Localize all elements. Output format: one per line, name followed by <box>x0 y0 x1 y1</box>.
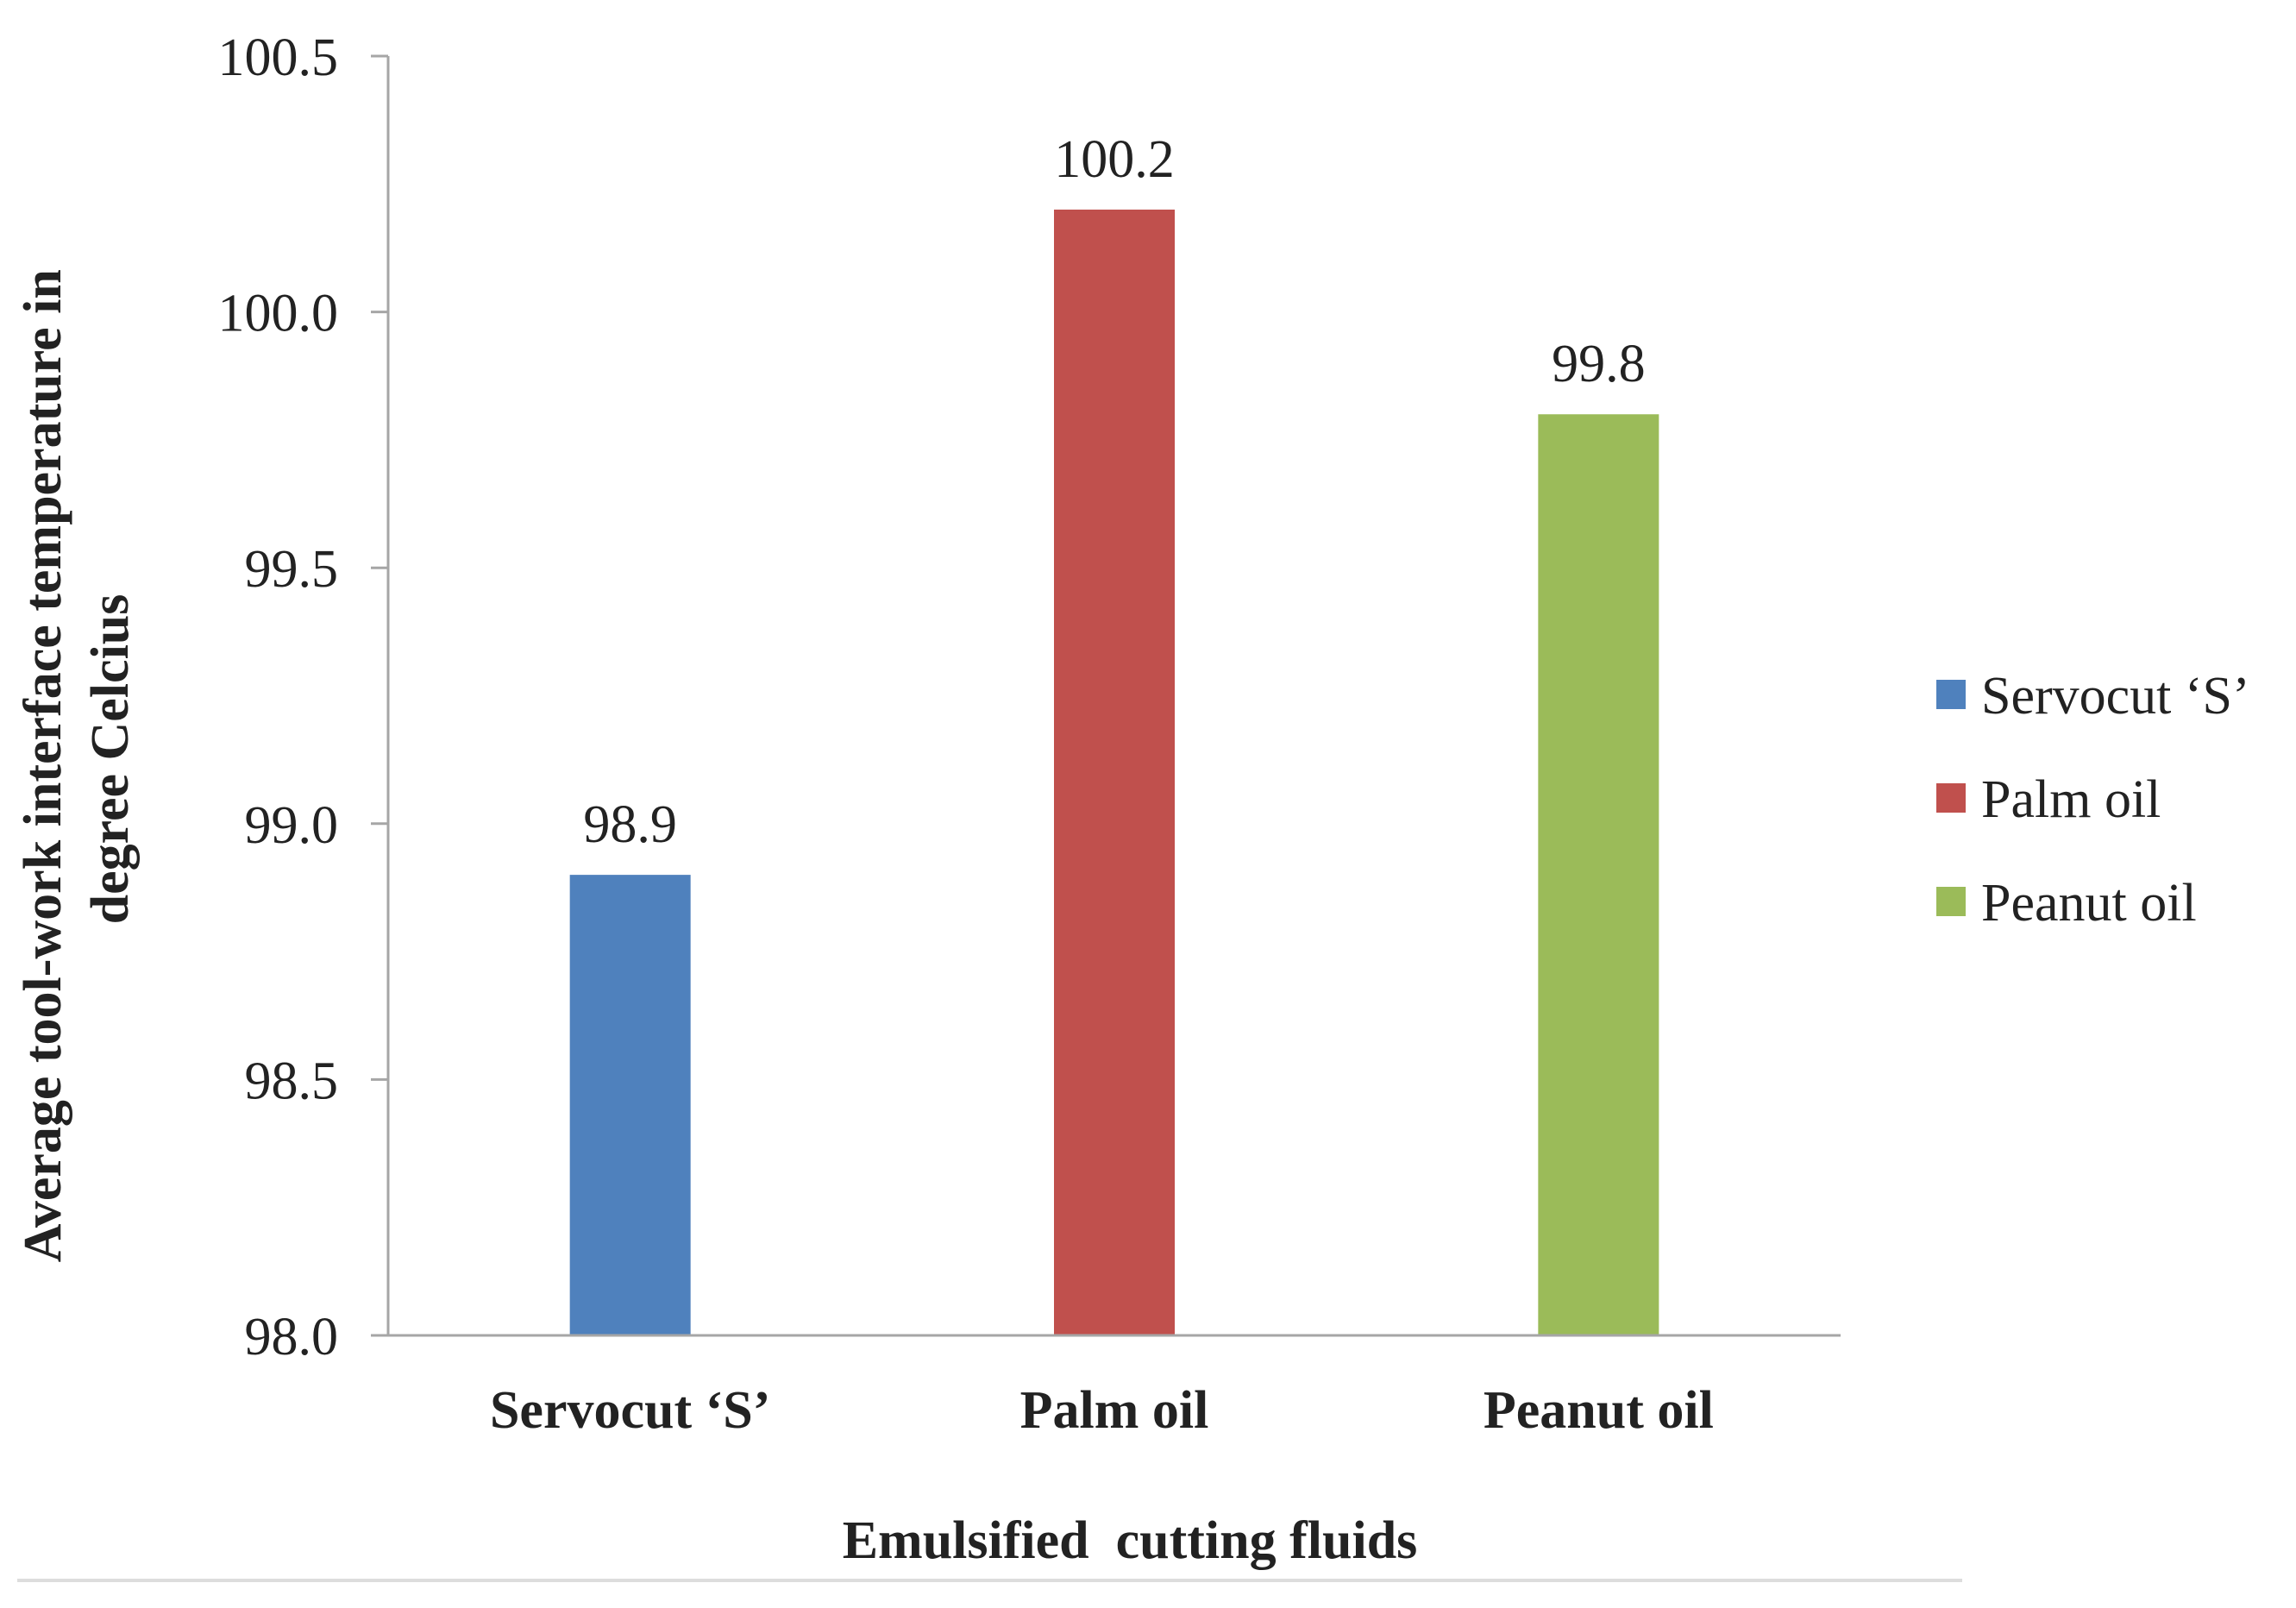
y-axis-title-line-2: degree Celcius <box>81 594 140 925</box>
y-axis-title: Average tool-work interface temperature … <box>14 256 140 1263</box>
y-tick-label: 99.5 <box>245 540 339 599</box>
legend-label: Peanut oil <box>1981 874 2197 933</box>
y-tick-label: 100.5 <box>218 28 339 87</box>
legend: Servocut ‘S’ Palm oil Peanut oil <box>1936 667 2250 933</box>
legend-swatch <box>1936 887 1966 916</box>
x-category-label: Peanut oil <box>1484 1381 1714 1440</box>
bars <box>569 209 1659 1336</box>
bar <box>1054 209 1175 1336</box>
x-axis-category-labels: Servocut ‘S’ Palm oil Peanut oil <box>490 1381 1714 1440</box>
x-category-label: Servocut ‘S’ <box>490 1381 770 1440</box>
legend-swatch <box>1936 783 1966 813</box>
y-axis-ticks: 98.0 98.5 99.0 99.5 100.0 100.5 <box>218 28 388 1366</box>
data-labels: 98.9 100.2 99.8 <box>583 130 1645 854</box>
bar <box>1538 414 1659 1335</box>
x-category-label: Palm oil <box>1020 1381 1209 1440</box>
legend-label: Servocut ‘S’ <box>1981 667 2250 725</box>
legend-swatch <box>1936 680 1966 709</box>
y-tick-label: 99.0 <box>245 796 339 855</box>
data-label: 98.9 <box>583 795 677 854</box>
data-label: 100.2 <box>1054 130 1175 189</box>
bar <box>569 875 691 1335</box>
y-axis-title-line-1: Average tool-work interface temperature … <box>14 269 72 1262</box>
y-tick-label: 98.5 <box>245 1052 339 1110</box>
y-tick-label: 98.0 <box>245 1308 339 1366</box>
y-tick-label: 100.0 <box>218 285 339 343</box>
x-axis-title: Emulsified cutting fluids <box>843 1511 1418 1570</box>
data-label: 99.8 <box>1552 335 1646 393</box>
legend-label: Palm oil <box>1981 770 2161 829</box>
